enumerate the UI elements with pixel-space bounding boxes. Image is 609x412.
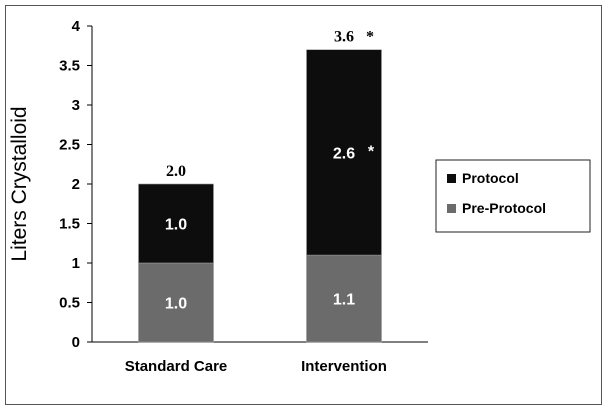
y-tick-label: 2.5 xyxy=(59,137,80,154)
y-tick-label: 1.5 xyxy=(59,216,80,233)
legend-label: Pre-Protocol xyxy=(462,200,546,216)
legend-box xyxy=(435,159,591,233)
legend-label: Protocol xyxy=(462,170,519,186)
legend-swatch xyxy=(447,204,456,213)
y-tick-label: 1 xyxy=(72,255,80,272)
y-tick-label: 4 xyxy=(72,18,81,35)
significance-mark: * xyxy=(368,143,375,160)
y-tick-label: 2 xyxy=(72,176,80,193)
segment-value-label: 1.1 xyxy=(333,292,355,309)
category-label: Intervention xyxy=(301,358,387,375)
bar-segment-pre-protocol xyxy=(306,254,382,343)
y-tick-label: 3 xyxy=(72,97,80,114)
y-tick-label: 0 xyxy=(72,334,80,351)
y-axis-title: Liters Crystalloid xyxy=(8,106,31,261)
segment-value-label: 1.0 xyxy=(165,296,187,313)
y-tick-label: 3.5 xyxy=(59,58,80,75)
total-significance-mark: * xyxy=(366,29,374,46)
category-label: Standard Care xyxy=(125,358,228,375)
y-tick-label: 0.5 xyxy=(59,295,80,312)
bar-total-label: 2.0 xyxy=(166,163,186,180)
bar-total-label: 3.6 xyxy=(334,29,354,46)
segment-value-label: 1.0 xyxy=(165,217,187,234)
bar-segment-pre-protocol xyxy=(138,262,214,343)
segment-value-label: 2.6 xyxy=(333,145,355,162)
bar-segment-protocol xyxy=(306,49,382,256)
bar-segment-protocol xyxy=(138,183,214,264)
legend-swatch xyxy=(447,174,456,183)
